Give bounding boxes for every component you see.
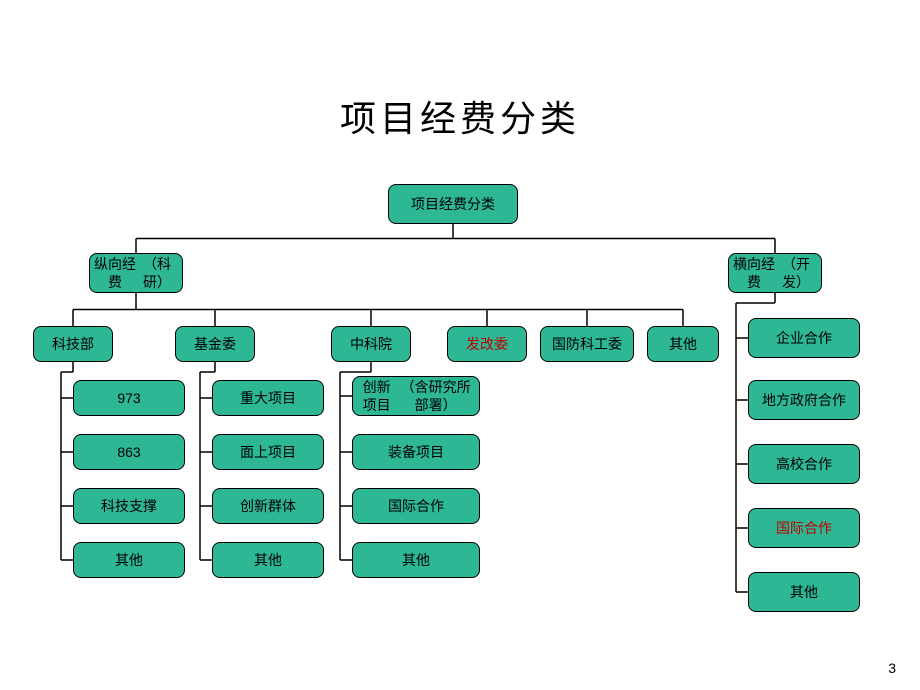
node-root: 项目经费分类 (388, 184, 518, 224)
node-l2e: 国防科工委 (540, 326, 634, 362)
node-l2g: 企业合作 (748, 318, 860, 358)
page-number: 3 (888, 660, 896, 676)
node-l2b: 基金委 (175, 326, 255, 362)
node-l3b1: 重大项目 (212, 380, 324, 416)
node-l3c4: 其他 (352, 542, 480, 578)
node-l2i: 高校合作 (748, 444, 860, 484)
node-l3c3: 国际合作 (352, 488, 480, 524)
node-l3b4: 其他 (212, 542, 324, 578)
node-l3a2: 863 (73, 434, 185, 470)
node-l1a: 纵向经费（科研） (89, 253, 183, 293)
node-l3a4: 其他 (73, 542, 185, 578)
diagram-title: 项目经费分类 (0, 90, 920, 142)
node-l1b: 横向经费（开发） (728, 253, 822, 293)
node-l2f: 其他 (647, 326, 719, 362)
node-l3c2: 装备项目 (352, 434, 480, 470)
node-l3b2: 面上项目 (212, 434, 324, 470)
node-l3b3: 创新群体 (212, 488, 324, 524)
node-l2d: 发改委 (447, 326, 527, 362)
node-l2h: 地方政府合作 (748, 380, 860, 420)
node-l2c: 中科院 (331, 326, 411, 362)
node-l2k: 其他 (748, 572, 860, 612)
node-l3a3: 科技支撑 (73, 488, 185, 524)
node-l2a: 科技部 (33, 326, 113, 362)
node-l3c1: 创新项目（含研究所部署） (352, 376, 480, 416)
node-l3a1: 973 (73, 380, 185, 416)
node-l2j: 国际合作 (748, 508, 860, 548)
